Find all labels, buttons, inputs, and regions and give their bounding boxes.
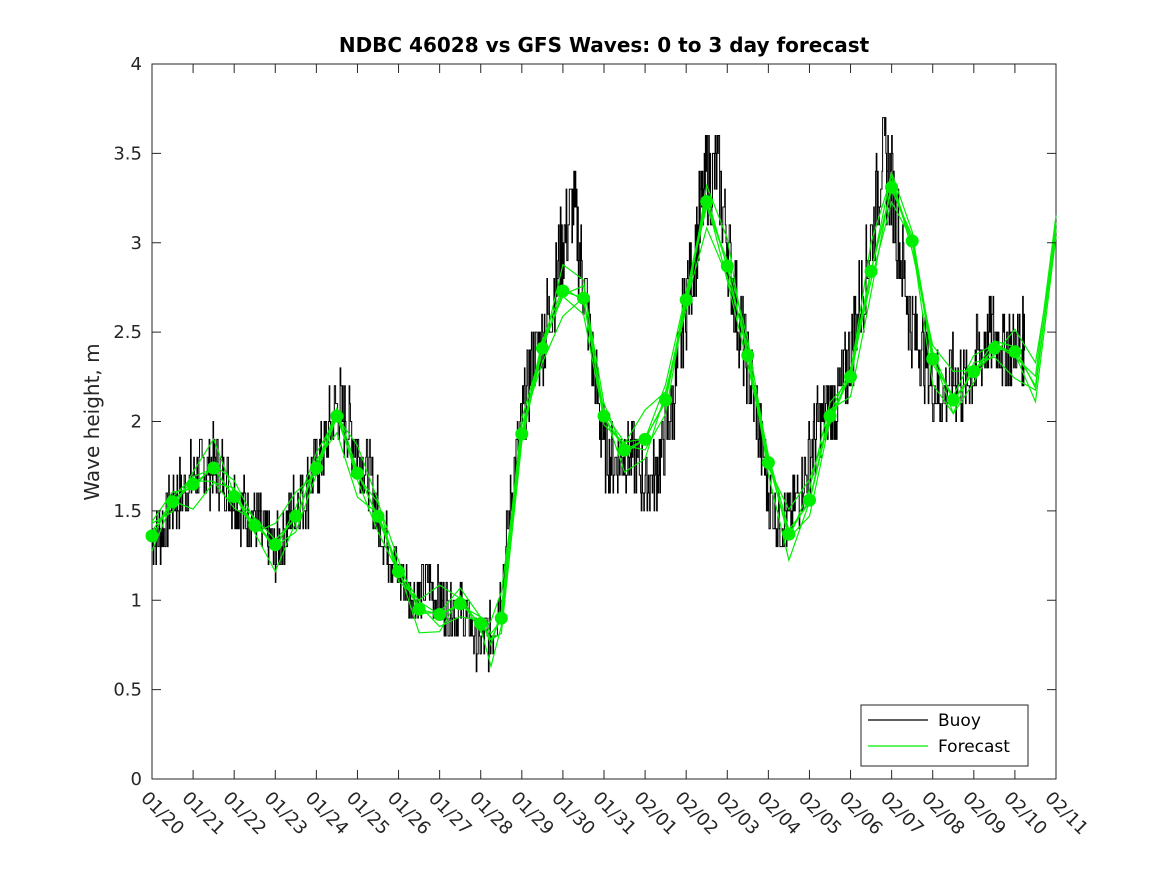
forecast-marker	[946, 393, 960, 407]
y-axis-ticks: 0 0.5 1 1.5 2 2.5 3 3.5 4	[113, 54, 1056, 790]
legend-buoy-label: Buoy	[938, 711, 981, 731]
forecast-marker	[207, 461, 221, 475]
forecast-line	[151, 200, 1057, 641]
plot-area: 00.511.522.533.54 01/2001/2101/2201/2301…	[113, 54, 1092, 839]
forecast-marker	[433, 608, 447, 621]
forecast-marker	[679, 293, 693, 307]
y-axis-label: Wave height, m	[80, 343, 104, 500]
forecast-marker	[330, 409, 344, 423]
forecast-marker	[166, 495, 179, 509]
forecast-marker	[227, 490, 241, 504]
forecast-marker	[412, 602, 426, 616]
forecast-marker	[987, 341, 1001, 355]
forecast-marker	[577, 291, 590, 305]
forecast-marker	[248, 518, 262, 532]
forecast-markers	[145, 180, 1022, 630]
forecast-marker	[453, 597, 467, 611]
y-tick-label: 3	[131, 233, 142, 254]
forecast-marker	[700, 195, 714, 209]
forecast-line	[151, 187, 1057, 635]
legend-box	[860, 704, 1029, 767]
forecast-marker	[638, 432, 652, 446]
forecast-series	[151, 170, 1057, 669]
forecast-marker	[618, 443, 631, 457]
forecast-marker	[289, 509, 303, 523]
forecast-marker	[864, 264, 878, 278]
y-tick-label: 3.5	[113, 143, 142, 164]
legend: Buoy Forecast	[860, 704, 1029, 767]
forecast-marker	[268, 538, 282, 552]
forecast-marker	[885, 180, 899, 194]
forecast-marker	[761, 456, 775, 470]
forecast-line	[151, 170, 1057, 647]
y-tick-label: 0	[131, 769, 142, 790]
forecast-marker	[186, 477, 200, 491]
forecast-marker	[926, 352, 940, 366]
forecast-marker	[309, 461, 323, 475]
forecast-marker	[905, 234, 919, 248]
y-tick-label: 0.5	[113, 680, 142, 701]
y-tick-label: 1	[131, 590, 142, 611]
forecast-marker	[823, 409, 837, 423]
forecast-marker	[1008, 345, 1022, 359]
forecast-marker	[351, 466, 364, 480]
forecast-marker	[494, 611, 508, 625]
forecast-marker	[535, 341, 549, 355]
y-tick-label: 1.5	[113, 501, 142, 522]
forecast-marker	[556, 284, 570, 298]
y-tick-label: 4	[131, 54, 142, 75]
chart-title: NDBC 46028 vs GFS Waves: 0 to 3 day fore…	[339, 33, 870, 57]
forecast-marker	[145, 529, 159, 543]
forecast-marker	[782, 527, 796, 541]
y-tick-label: 2.5	[113, 322, 142, 343]
forecast-marker	[844, 370, 857, 384]
forecast-marker	[515, 427, 529, 441]
forecast-marker	[803, 493, 816, 507]
forecast-marker	[474, 617, 488, 630]
forecast-marker	[371, 509, 385, 523]
forecast-marker	[659, 393, 673, 407]
forecast-marker	[392, 565, 405, 579]
forecast-marker	[720, 259, 734, 273]
forecast-marker	[597, 409, 611, 423]
forecast-marker	[741, 348, 755, 362]
y-tick-label: 2	[131, 412, 142, 433]
forecast-marker	[967, 365, 981, 378]
legend-forecast-label: Forecast	[938, 737, 1010, 757]
